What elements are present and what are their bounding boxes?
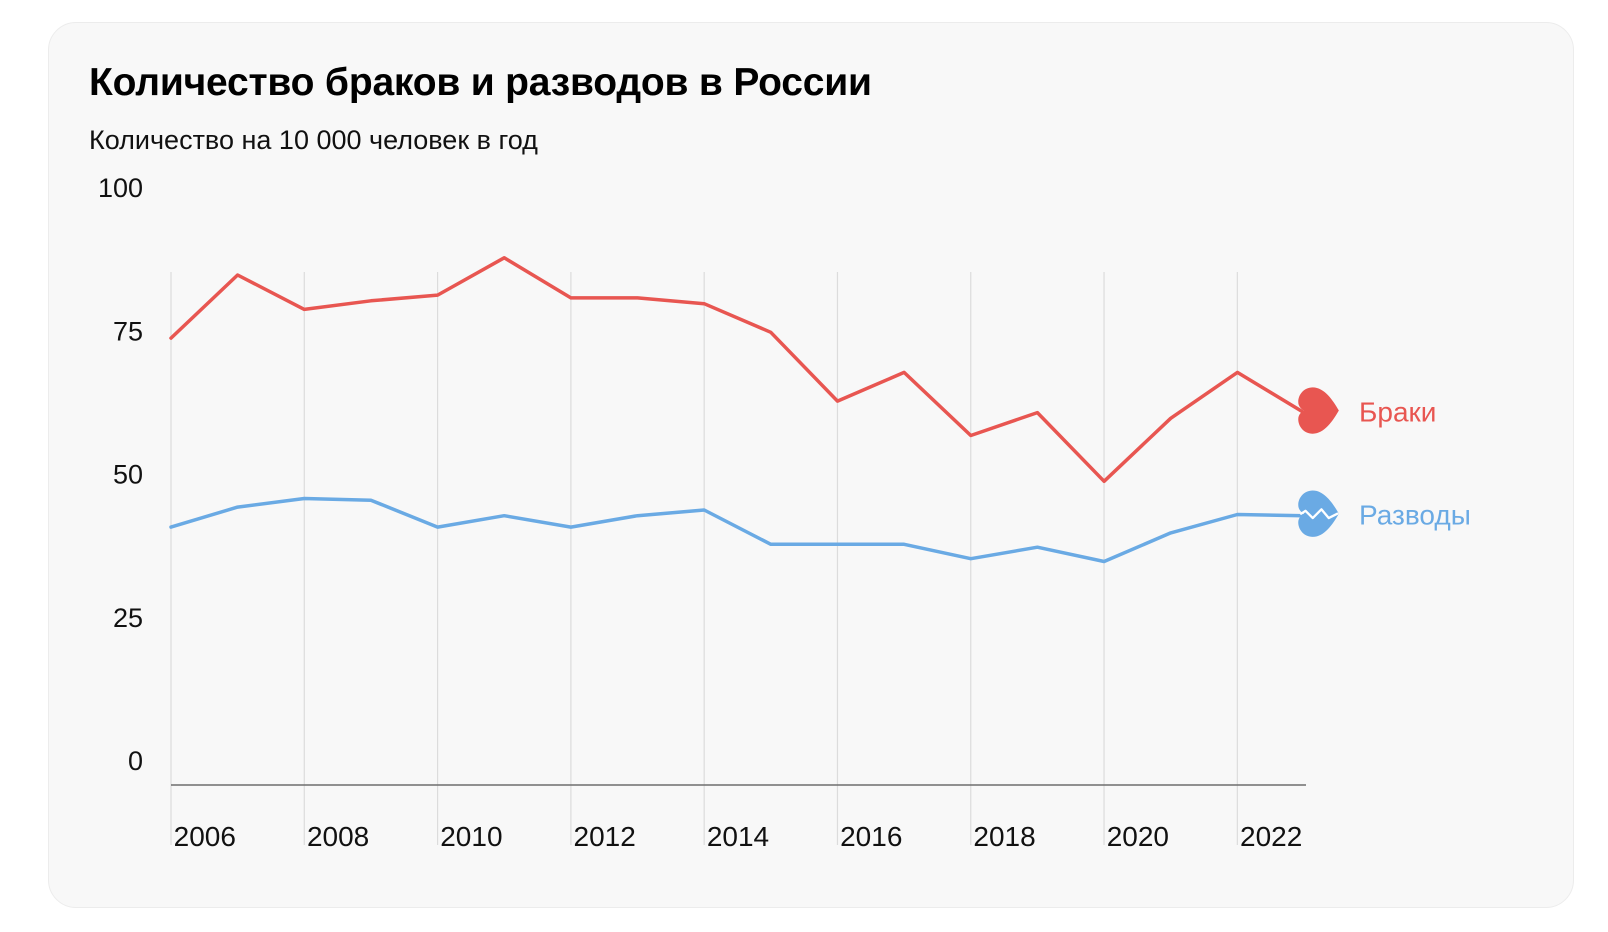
data-point-браки (435, 292, 441, 298)
x-tick-label: 2018 (973, 821, 1035, 852)
data-point-разводы (235, 504, 241, 510)
heart-icon (1298, 387, 1339, 434)
data-point-браки (568, 295, 574, 301)
chart-card: Количество браков и разводов в России Ко… (48, 22, 1574, 908)
y-tick-label: 100 (98, 173, 143, 203)
data-point-браки (501, 255, 507, 261)
y-tick-label: 25 (113, 603, 143, 633)
series-label-браки: Браки (1359, 397, 1436, 428)
data-point-браки (301, 306, 307, 312)
data-point-разводы (768, 541, 774, 547)
data-point-браки (1234, 369, 1240, 375)
data-point-разводы (968, 556, 974, 562)
data-point-разводы (301, 496, 307, 502)
data-point-разводы (1101, 559, 1107, 565)
data-point-разводы (568, 524, 574, 530)
data-point-браки (701, 301, 707, 307)
x-tick-label: 2014 (707, 821, 769, 852)
series-label-разводы: Разводы (1359, 500, 1471, 531)
data-point-разводы (1034, 544, 1040, 550)
data-point-разводы (701, 507, 707, 513)
series-line-разводы (169, 496, 1306, 564)
data-point-разводы (435, 524, 441, 530)
data-point-разводы (1168, 530, 1174, 536)
data-point-браки (1168, 415, 1174, 421)
x-tick-label: 2020 (1107, 821, 1169, 852)
data-point-разводы (501, 513, 507, 519)
data-point-браки (1034, 410, 1040, 416)
y-tick-label: 75 (113, 316, 143, 346)
data-point-браки (768, 329, 774, 335)
broken-heart-icon (1298, 490, 1339, 537)
data-point-браки (1101, 478, 1107, 484)
data-point-браки (834, 398, 840, 404)
x-axis: 2006 2008 2010 2012 2014 2016 2018 2020 2022 (174, 821, 1303, 852)
data-point-браки (968, 432, 974, 438)
series-group: Браки Разводы (168, 255, 1471, 565)
data-point-браки (168, 335, 174, 341)
x-tick-label: 2016 (840, 821, 902, 852)
data-point-разводы (168, 524, 174, 530)
data-point-браки (901, 369, 907, 375)
y-axis: 0 25 50 75 100 (98, 173, 143, 776)
data-point-браки (368, 298, 374, 304)
x-tick-label: 2012 (574, 821, 636, 852)
chart-subtitle: Количество на 10 000 человек в год (89, 125, 538, 155)
data-point-разводы (901, 541, 907, 547)
x-tick-label: 2010 (440, 821, 502, 852)
data-point-браки (635, 295, 641, 301)
x-tick-label: 2022 (1240, 821, 1302, 852)
data-point-разводы (834, 541, 840, 547)
x-tick-label: 2008 (307, 821, 369, 852)
grid-lines (170, 272, 1238, 845)
data-point-разводы (635, 513, 641, 519)
series-line-браки (169, 256, 1306, 484)
data-point-разводы (368, 497, 374, 503)
chart-title: Количество браков и разводов в России (89, 61, 872, 104)
data-point-разводы (1234, 512, 1240, 518)
data-point-браки (235, 272, 241, 278)
y-tick-label: 50 (113, 460, 143, 490)
x-tick-label: 2006 (174, 821, 236, 852)
y-tick-label: 0 (128, 746, 143, 776)
